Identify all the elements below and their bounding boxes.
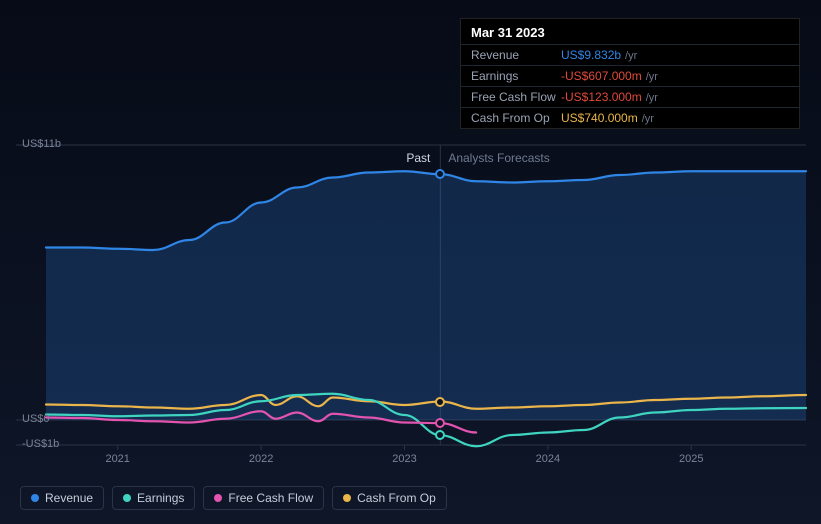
- tooltip-label: Revenue: [471, 48, 561, 62]
- chart-marker-earnings: [435, 430, 445, 440]
- legend-dot-icon: [123, 494, 131, 502]
- past-section-label: Past: [406, 151, 430, 165]
- legend-dot-icon: [31, 494, 39, 502]
- legend-item-earnings[interactable]: Earnings: [112, 486, 195, 510]
- tooltip-row-revenue: Revenue US$9.832b /yr: [461, 44, 799, 65]
- legend-label: Revenue: [45, 491, 93, 505]
- x-axis-label: 2021: [105, 453, 129, 465]
- forecast-section-label: Analysts Forecasts: [448, 151, 549, 165]
- tooltip-unit: /yr: [646, 92, 658, 104]
- x-axis-label: 2025: [679, 453, 703, 465]
- tooltip-unit: /yr: [642, 113, 654, 125]
- tooltip-label: Earnings: [471, 69, 561, 83]
- legend-label: Cash From Op: [357, 491, 436, 505]
- chart-tooltip: Mar 31 2023 Revenue US$9.832b /yr Earnin…: [460, 18, 800, 129]
- legend-dot-icon: [343, 494, 351, 502]
- tooltip-value: US$9.832b: [561, 48, 621, 62]
- y-axis-label: -US$1b: [22, 438, 59, 450]
- chart-legend: Revenue Earnings Free Cash Flow Cash Fro…: [20, 486, 447, 510]
- tooltip-row-fcf: Free Cash Flow -US$123.000m /yr: [461, 86, 799, 107]
- tooltip-unit: /yr: [625, 50, 637, 62]
- tooltip-row-earnings: Earnings -US$607.000m /yr: [461, 65, 799, 86]
- legend-item-revenue[interactable]: Revenue: [20, 486, 104, 510]
- tooltip-label: Free Cash Flow: [471, 90, 561, 104]
- tooltip-value: -US$123.000m: [561, 90, 642, 104]
- y-axis-label: US$11b: [22, 138, 61, 150]
- tooltip-row-cashop: Cash From Op US$740.000m /yr: [461, 107, 799, 128]
- financials-chart: US$11b US$0 -US$1b 2021 2022 2023 2024 2…: [0, 0, 821, 524]
- legend-label: Free Cash Flow: [228, 491, 313, 505]
- tooltip-label: Cash From Op: [471, 111, 561, 125]
- legend-item-fcf[interactable]: Free Cash Flow: [203, 486, 324, 510]
- tooltip-unit: /yr: [646, 71, 658, 83]
- x-axis-label: 2024: [536, 453, 560, 465]
- legend-label: Earnings: [137, 491, 184, 505]
- chart-marker-revenue: [435, 169, 445, 179]
- chart-marker-cashop: [435, 397, 445, 407]
- chart-marker-fcf: [435, 418, 445, 428]
- legend-dot-icon: [214, 494, 222, 502]
- tooltip-value: US$740.000m: [561, 111, 638, 125]
- tooltip-date: Mar 31 2023: [461, 19, 799, 44]
- tooltip-value: -US$607.000m: [561, 69, 642, 83]
- x-axis-label: 2022: [249, 453, 273, 465]
- legend-item-cashop[interactable]: Cash From Op: [332, 486, 447, 510]
- y-axis-label: US$0: [22, 413, 50, 425]
- x-axis-label: 2023: [392, 453, 416, 465]
